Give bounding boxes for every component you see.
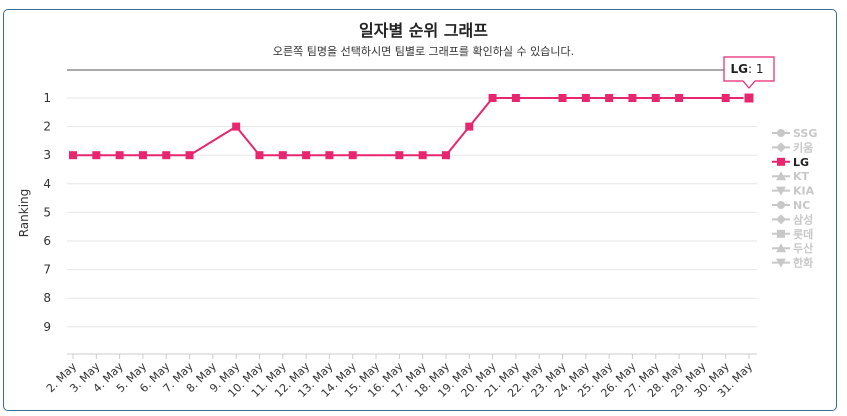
data-point-marker[interactable] [255, 151, 264, 160]
legend-item-7[interactable]: 삼성 [772, 212, 813, 226]
y-tick-label: 2 [43, 120, 51, 134]
legend-item-6[interactable]: NC [772, 199, 810, 212]
data-point-marker[interactable] [325, 151, 334, 160]
data-point-marker[interactable] [743, 92, 755, 104]
square-icon [777, 157, 785, 166]
legend-item-1[interactable]: SSG [772, 127, 817, 140]
data-point-marker[interactable] [465, 122, 474, 131]
legend-label: 키움 [793, 140, 813, 154]
legend-label: SSG [793, 127, 817, 140]
data-point-marker[interactable] [232, 122, 241, 131]
legend-label: LG [793, 156, 809, 169]
legend-label: 한화 [793, 256, 813, 270]
data-point-marker[interactable] [418, 151, 427, 160]
legend-item-3[interactable]: LG [772, 156, 809, 169]
y-axis-title: Ranking [17, 189, 31, 238]
data-point-marker[interactable] [721, 94, 730, 102]
data-point-marker[interactable] [628, 94, 637, 102]
chart-title: 일자별 순위 그래프 [359, 21, 488, 40]
diamond-icon [776, 214, 786, 225]
data-point-marker[interactable] [69, 151, 77, 160]
circle-icon [777, 129, 785, 137]
legend-item-10[interactable]: 한화 [772, 256, 813, 270]
y-tick-label: 3 [43, 148, 51, 162]
legend-label: KIA [793, 185, 815, 198]
legend-item-9[interactable]: 두산 [772, 241, 813, 255]
legend-label: KT [793, 170, 810, 183]
y-tick-label: 4 [43, 177, 51, 191]
legend-label: NC [793, 199, 810, 212]
tooltip-value: : 1 [748, 62, 764, 76]
diamond-icon [776, 142, 786, 153]
data-point-marker[interactable] [441, 151, 450, 160]
y-tick-label: 8 [43, 291, 51, 305]
legend-item-5[interactable]: KIA [772, 185, 815, 198]
legend-item-8[interactable]: 롯데 [772, 227, 813, 241]
data-point-marker[interactable] [138, 151, 147, 160]
data-point-marker[interactable] [558, 94, 567, 102]
data-point-marker[interactable] [675, 94, 684, 102]
data-point-marker[interactable] [185, 151, 194, 160]
y-tick-label: 6 [43, 234, 51, 248]
circle-icon [777, 201, 785, 209]
square-icon [777, 229, 785, 238]
triangle-down-icon [776, 186, 786, 196]
tooltip-label: LG: 1 [731, 62, 764, 76]
legend-item-2[interactable]: 키움 [772, 140, 813, 154]
y-tick-label: 9 [43, 320, 51, 334]
chart-subtitle: 오른쪽 팀명을 선택하시면 팀별로 그래프를 확인하실 수 있습니다. [272, 45, 575, 58]
y-tick-label: 7 [43, 263, 51, 277]
data-point-marker[interactable] [605, 94, 614, 102]
data-point-marker[interactable] [488, 94, 497, 102]
data-point-marker[interactable] [511, 94, 520, 102]
data-point-marker[interactable] [651, 94, 660, 102]
data-point-marker[interactable] [395, 151, 404, 160]
data-point-marker[interactable] [115, 151, 124, 160]
data-point-marker[interactable] [348, 151, 357, 160]
data-point-marker[interactable] [581, 94, 590, 102]
triangle-icon [776, 171, 786, 181]
legend-label: 두산 [793, 241, 813, 255]
tooltip-box [723, 56, 775, 89]
tooltip-series-name: LG [731, 62, 749, 76]
data-point-marker[interactable] [278, 151, 287, 160]
triangle-icon [776, 243, 786, 253]
data-point-marker[interactable] [162, 151, 171, 160]
legend-label: 삼성 [793, 212, 813, 226]
legend-item-4[interactable]: KT [772, 170, 810, 183]
chart-frame [3, 9, 837, 411]
data-point-marker[interactable] [92, 151, 101, 160]
legend-label: 롯데 [793, 227, 813, 241]
data-point-marker[interactable] [302, 151, 311, 160]
triangle-down-icon [776, 258, 786, 268]
y-tick-label: 5 [43, 205, 51, 219]
y-tick-label: 1 [43, 91, 51, 105]
